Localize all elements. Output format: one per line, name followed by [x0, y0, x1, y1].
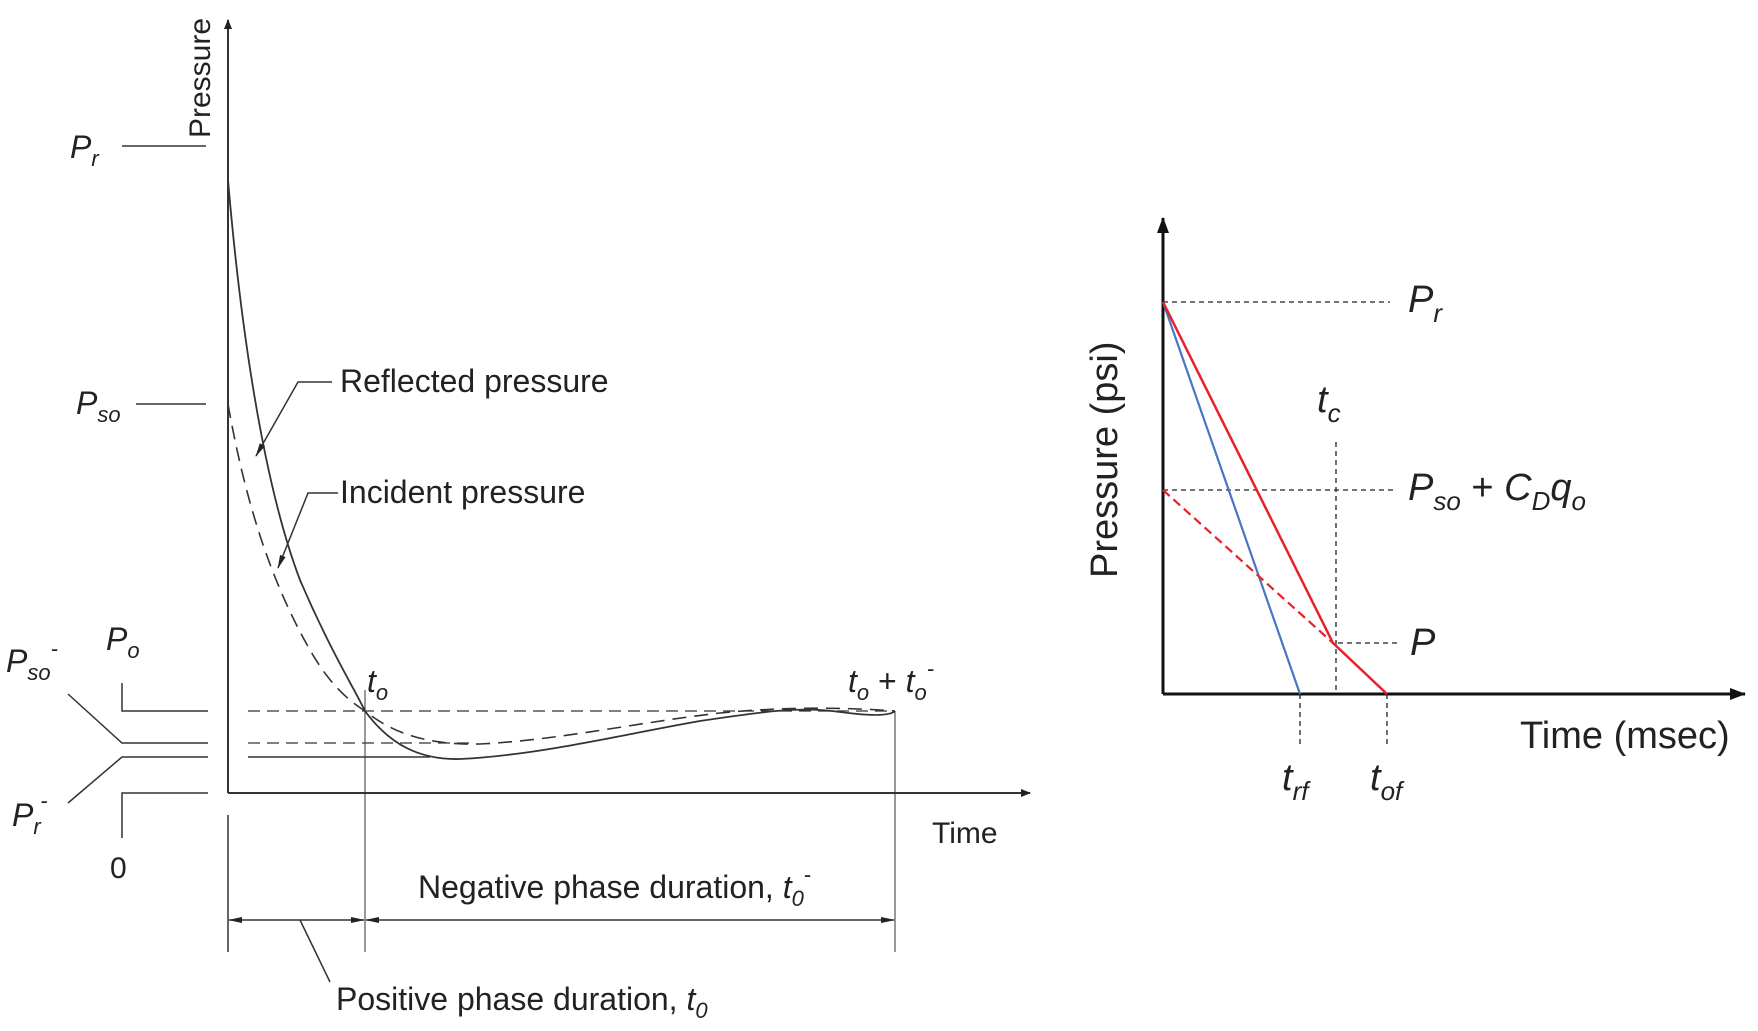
positive-phase-duration-label: Positive phase duration, t0	[336, 981, 708, 1023]
reflected-pressure-curve	[227, 179, 896, 760]
right-pr-label: Pr	[1408, 279, 1443, 328]
negative-phase-duration-label: Negative phase duration, t0-	[418, 862, 811, 911]
pr-neg-label: Pr-	[12, 788, 48, 839]
left-x-axis-label: Time	[932, 817, 998, 850]
blue-reflected-line	[1161, 301, 1302, 695]
right-y-axis-label: Pressure (psi)	[1084, 342, 1126, 579]
red-dashed-line	[1162, 489, 1334, 644]
right-x-axis-label: Time (msec)	[1520, 715, 1730, 757]
right-p-label: P	[1410, 622, 1436, 664]
red-solid-line	[1161, 301, 1388, 695]
incident-pressure-label: Incident pressure	[340, 474, 585, 510]
pso-neg-label: Pso-	[6, 636, 58, 685]
reflected-pressure-label: Reflected pressure	[340, 363, 609, 399]
incident-label-leader	[277, 492, 338, 569]
to-label: to	[367, 663, 388, 705]
right-tc-label: tc	[1317, 379, 1341, 428]
reflected-label-leader	[255, 381, 332, 457]
right-diagram: Pressure (psi) Time (msec) Pr Pso + CDqo…	[1084, 217, 1746, 806]
right-pso-cdqo-label: Pso + CDqo	[1408, 467, 1586, 516]
po-label: Po	[106, 621, 140, 663]
incident-pressure-curve	[227, 403, 896, 745]
pr-neg-leader	[67, 756, 208, 804]
positive-duration-leader	[299, 919, 331, 983]
left-diagram: Pressure Pr Pso Po Pso- Pr- 0	[6, 18, 1031, 1023]
left-y-axis-label: Pressure	[184, 18, 217, 138]
right-tof-label: tof	[1370, 757, 1405, 806]
zero-label: 0	[110, 852, 127, 885]
po-bracket	[121, 683, 208, 712]
zero-bracket	[121, 792, 208, 838]
pso-label: Pso	[76, 385, 121, 427]
to-plus-to-neg-label: to + to-	[848, 656, 934, 705]
right-trf-label: trf	[1282, 757, 1311, 806]
pso-neg-leader	[67, 693, 208, 744]
pr-label: Pr	[70, 129, 100, 171]
